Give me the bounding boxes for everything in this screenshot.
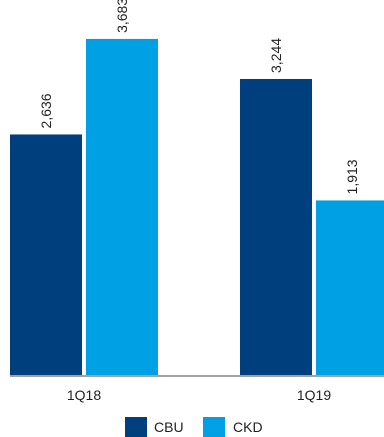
category-label-1q19: 1Q19 (297, 387, 331, 403)
value-label-cbu-1q19: 3,244 (268, 38, 284, 73)
bar-ckd-1q19 (316, 200, 384, 375)
legend-label-ckd: CKD (233, 419, 263, 435)
value-label-ckd-1q18: 3,683 (114, 0, 130, 33)
legend-swatch-cbu (125, 417, 147, 437)
legend-label-cbu: CBU (154, 419, 184, 435)
bar-cbu-1q18 (10, 134, 82, 375)
bar-ckd-1q18 (86, 38, 158, 376)
value-label-cbu-1q18: 2,636 (38, 93, 54, 128)
bar-cbu-1q19 (240, 78, 312, 376)
category-label-1q18: 1Q18 (67, 387, 101, 403)
legend-swatch-ckd (203, 417, 225, 437)
value-label-ckd-1q19: 1,913 (344, 159, 360, 194)
